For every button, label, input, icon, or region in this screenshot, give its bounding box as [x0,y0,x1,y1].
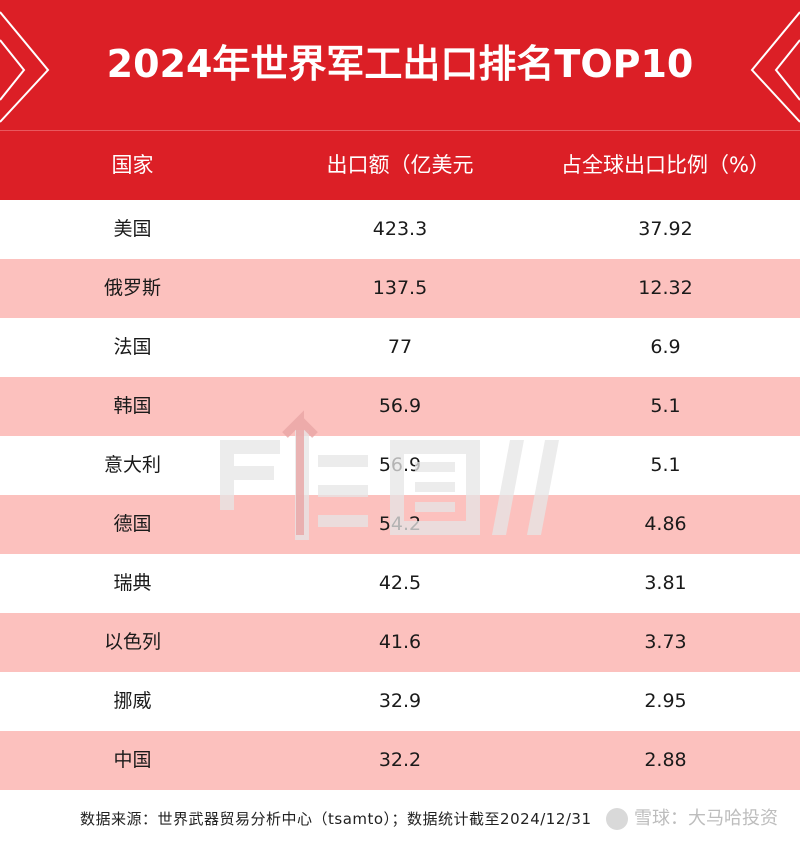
source-footnote: 数据来源：世界武器贸易分析中心（tsamto）；数据统计截至2024/12/31 [80,810,592,828]
table-row: 意大利 56.9 5.1 [0,436,800,495]
credit-text: 雪球：大马哈投资 [634,808,778,829]
country-cell: 瑞典 [113,572,152,594]
table-row: 瑞典 42.5 3.81 [0,554,800,613]
banner-decoration [0,11,800,123]
country-cell: 挪威 [113,690,152,712]
footer: 数据来源：世界武器贸易分析中心（tsamto）；数据统计截至2024/12/31… [0,790,800,846]
table-row: 以色列 41.6 3.73 [0,613,800,672]
export-cell: 423.3 [372,218,428,240]
export-cell: 56.9 [378,454,422,476]
country-cell: 意大利 [103,454,161,476]
table-row: 德国 54.2 4.86 [0,495,800,554]
table-row: 美国 423.3 37.92 [0,200,800,259]
country-cell: 以色列 [103,631,161,653]
column-header-share: 占全球出口比例（%） [561,153,770,177]
export-cell: 42.5 [378,572,422,594]
column-header-export: 出口额（亿美元 [326,153,474,177]
export-cell: 41.6 [378,631,422,653]
export-cell: 32.9 [378,690,422,712]
export-cell: 54.2 [378,513,422,535]
page-title: 2024年世界军工出口排名TOP10 [106,42,694,86]
country-cell: 法国 [113,336,152,358]
table-body: 美国 423.3 37.92 俄罗斯 137.5 12.32 法国 77 6.9… [0,200,800,790]
export-cell: 32.2 [378,749,422,771]
credit-watermark: 雪球：大马哈投资 [606,804,778,830]
country-cell: 德国 [113,513,152,535]
country-cell: 美国 [113,218,152,240]
share-cell: 4.86 [644,513,687,535]
share-cell: 5.1 [650,454,681,476]
country-cell: 中国 [113,749,152,771]
export-cell: 137.5 [372,277,428,299]
table-row: 中国 32.2 2.88 [0,731,800,790]
share-cell: 2.88 [644,749,687,771]
table-header: 国家 出口额（亿美元 占全球出口比例（%） [0,130,800,200]
share-cell: 6.9 [650,336,681,358]
country-cell: 俄罗斯 [103,277,161,299]
table-row: 俄罗斯 137.5 12.32 [0,259,800,318]
share-cell: 5.1 [650,395,681,417]
table-row: 韩国 56.9 5.1 [0,377,800,436]
share-cell: 3.73 [644,631,687,653]
table-row: 法国 77 6.9 [0,318,800,377]
share-cell: 12.32 [638,277,693,299]
column-header-country: 国家 [111,153,154,177]
export-cell: 77 [387,336,413,358]
country-cell: 韩国 [113,395,152,417]
title-banner: 2024年世界军工出口排名TOP10 [0,0,800,130]
share-cell: 2.95 [644,690,687,712]
snowball-logo-icon [606,808,628,830]
share-cell: 3.81 [644,572,687,594]
share-cell: 37.92 [638,218,693,240]
table-row: 挪威 32.9 2.95 [0,672,800,731]
export-cell: 56.9 [378,395,422,417]
